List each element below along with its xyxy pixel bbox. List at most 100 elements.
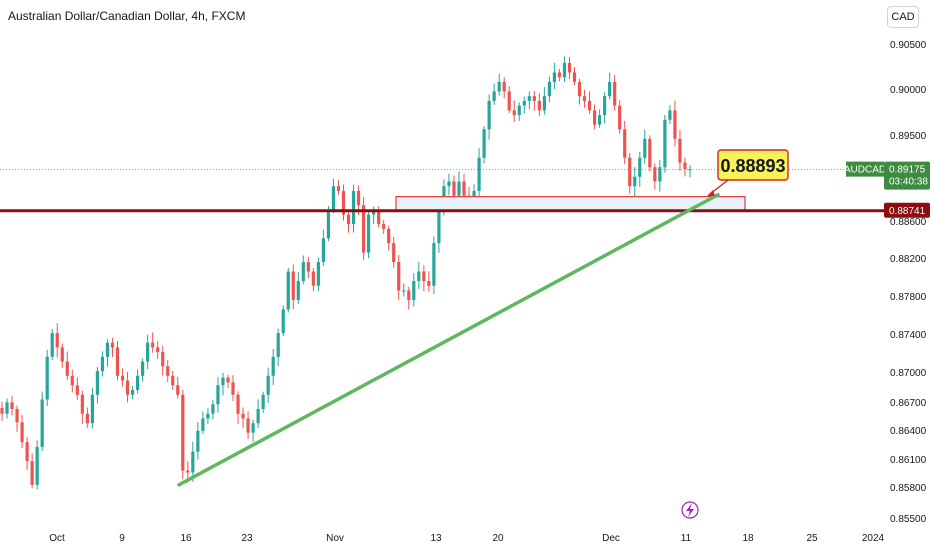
symbol-label: AUDCAD (844, 165, 886, 176)
candle-body (643, 138, 647, 158)
candle-body (351, 190, 356, 225)
candle-body (387, 228, 391, 244)
candle-body (557, 72, 562, 78)
candle-body (592, 110, 597, 125)
y-tick-label: 0.87400 (890, 330, 927, 341)
candle-body (507, 91, 511, 111)
candle-body (462, 181, 466, 196)
candle-body (105, 342, 110, 357)
candle-body (256, 408, 260, 424)
candle-body (311, 271, 315, 286)
candle-body (95, 371, 100, 395)
candle-body (487, 100, 491, 130)
candle-body (201, 418, 205, 431)
candle-body (241, 413, 245, 419)
candle-body (397, 262, 401, 291)
candle-body (512, 110, 516, 116)
candle-body (5, 402, 9, 414)
candle-body (0, 408, 4, 414)
candle-body (20, 422, 24, 443)
candle-body (457, 181, 461, 196)
candle-body (281, 309, 285, 334)
candle-body (648, 138, 652, 168)
candle-body (90, 394, 94, 424)
candle-body (161, 352, 165, 367)
last-price-value: 0.89175 (889, 165, 926, 176)
candle-body (527, 96, 531, 101)
candle-body (407, 290, 411, 300)
candle-body (497, 81, 501, 92)
candle-body (65, 361, 69, 376)
candle-body (166, 366, 170, 376)
x-tick-label: Nov (326, 533, 344, 544)
candle-body (80, 394, 84, 414)
x-tick-label: 20 (492, 533, 504, 544)
candle-body (75, 385, 79, 395)
candle-body (492, 91, 496, 101)
candle-body (326, 209, 331, 239)
candle-body (30, 461, 34, 485)
callout-arrowhead (707, 190, 715, 196)
candle-body (35, 446, 39, 485)
candle-body (196, 430, 200, 452)
candle-body (191, 451, 195, 473)
candle-body (572, 72, 577, 82)
candle-body (361, 205, 366, 253)
candle-body (618, 105, 622, 130)
candle-body (236, 394, 240, 414)
x-tick-label: 13 (430, 533, 442, 544)
candle-body (231, 382, 235, 395)
candle-body (331, 186, 336, 210)
y-tick-label: 0.86400 (890, 426, 927, 437)
candle-body (628, 157, 632, 187)
candle-body (472, 190, 476, 201)
candle-body (316, 262, 320, 286)
candle-body (146, 342, 150, 362)
candle-body (156, 347, 160, 353)
x-tick-label: Oct (49, 533, 65, 544)
candle-body (110, 342, 115, 348)
y-tick-label: 0.86700 (890, 398, 927, 409)
candle-body (447, 181, 451, 187)
candle-body (221, 377, 225, 386)
candle-body (542, 96, 546, 111)
candle-body (246, 418, 250, 433)
candle-body (125, 380, 130, 395)
candle-body (216, 385, 220, 405)
currency-button[interactable]: CAD (887, 6, 919, 28)
candle-body (537, 100, 541, 111)
candle-body (412, 281, 416, 300)
candle-body (321, 238, 326, 263)
candle-body (372, 209, 376, 215)
price-callout (717, 149, 789, 181)
y-tick-label: 0.85800 (890, 483, 927, 494)
last-price-badge (884, 161, 930, 190)
candle-body (171, 375, 175, 386)
candle-body (130, 390, 135, 395)
candle-body (577, 81, 582, 97)
symbol-badge (846, 161, 884, 177)
candle-body (100, 356, 105, 372)
candle-body (141, 361, 145, 376)
candle-body (356, 190, 361, 206)
candle-body (663, 119, 667, 168)
y-tick-label: 0.89500 (890, 131, 927, 142)
candle-body (623, 129, 627, 158)
candle-body (517, 105, 521, 116)
candle-body (633, 176, 637, 187)
candle-body (120, 375, 125, 381)
y-tick-label: 0.90000 (890, 85, 927, 96)
candle-body (50, 333, 54, 357)
x-tick-label: 9 (119, 533, 125, 544)
candle-body (452, 181, 456, 196)
chart-title: Australian Dollar/Canadian Dollar, 4h, F… (8, 9, 246, 23)
candle-body (301, 262, 305, 281)
candle-body (296, 281, 300, 300)
candle-body (135, 375, 140, 391)
candle-body (422, 271, 426, 281)
callout-value: 0.88893 (720, 156, 785, 176)
x-tick-label: 11 (681, 533, 692, 544)
y-tick-label: 0.87000 (890, 368, 927, 379)
candle-body (382, 224, 386, 229)
